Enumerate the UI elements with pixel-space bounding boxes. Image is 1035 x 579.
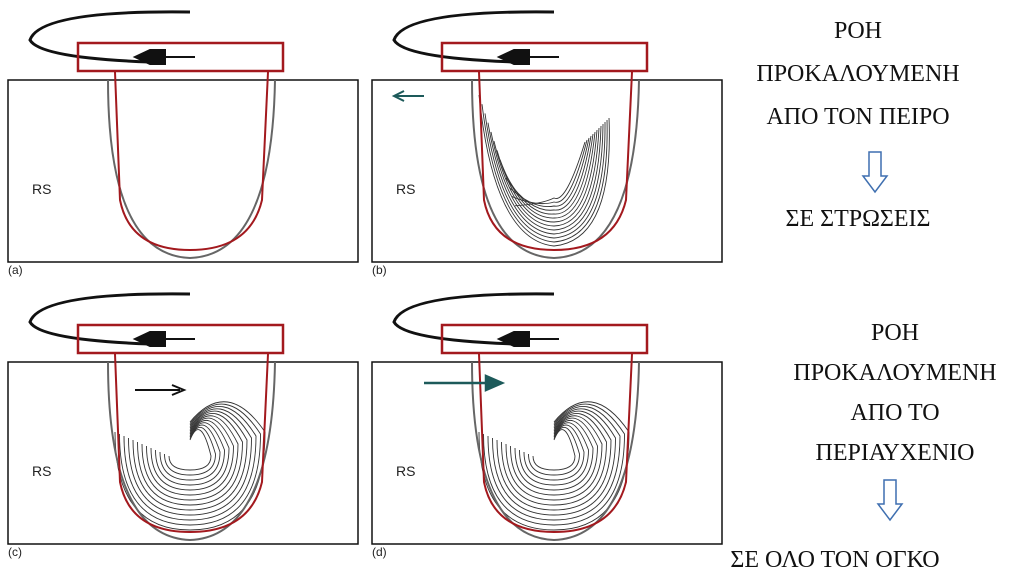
note-line: ΠΕΡΙΑΥΧΕΝΙΟ bbox=[816, 440, 975, 466]
diagram: (a) RS (b) RS (c) RS (d) RS ΡΟΗ ΠΡΟΚΑΛΟΥΜΕΝΗ ΑΠΟ Τ… bbox=[0, 0, 1035, 579]
contour-line bbox=[165, 427, 216, 475]
panel-label: (a) bbox=[8, 263, 23, 277]
note-line: ΑΠΟ ΤΟΝ ΠΕΙΡΟ bbox=[766, 104, 949, 130]
note-line: ΠΡΟΚΑΛΟΥΜΕΝΗ bbox=[756, 61, 959, 87]
note-result: ΣΕ ΟΛΟ ΤΟΝ ΟΓΚΟ bbox=[730, 547, 939, 573]
flow-arrow bbox=[394, 91, 424, 101]
contour-line bbox=[511, 418, 598, 495]
tool-arrow bbox=[135, 50, 195, 64]
workpiece bbox=[8, 80, 358, 262]
contour-line bbox=[120, 404, 261, 525]
region-label: RS bbox=[396, 463, 415, 479]
contour-line bbox=[512, 140, 587, 204]
panel: (b) RS bbox=[372, 12, 722, 277]
note-result: ΣΕ ΣΤΡΩΣΕΙΣ bbox=[785, 206, 930, 232]
region-label: RS bbox=[396, 181, 415, 197]
contour-line bbox=[484, 404, 625, 525]
down-arrow bbox=[878, 480, 902, 520]
workpiece bbox=[372, 362, 722, 544]
panel: (a) RS bbox=[8, 12, 358, 277]
note-line: ΠΡΟΚΑΛΟΥΜΕΝΗ bbox=[793, 360, 996, 386]
panel-label: (c) bbox=[8, 545, 22, 559]
flow-arrow bbox=[135, 385, 184, 395]
contour-line bbox=[169, 430, 211, 470]
panel: (c) RS bbox=[8, 294, 358, 559]
workpiece bbox=[372, 80, 722, 262]
panel-label: (b) bbox=[372, 263, 387, 277]
contour-line bbox=[529, 427, 580, 475]
down-arrow bbox=[863, 152, 887, 192]
tool-arrow bbox=[135, 332, 195, 346]
contour-line bbox=[502, 413, 607, 505]
contour-line bbox=[515, 142, 585, 206]
note-line: ΡΟΗ bbox=[871, 320, 919, 346]
contour-line bbox=[138, 413, 243, 505]
tool-arrow bbox=[499, 50, 559, 64]
flow-arrow bbox=[424, 376, 502, 390]
note-line: ΡΟΗ bbox=[834, 18, 882, 44]
contour-line bbox=[147, 418, 234, 495]
stir-zone-outline bbox=[108, 80, 275, 258]
region-label: RS bbox=[32, 463, 51, 479]
stir-zone-outline bbox=[472, 80, 639, 258]
region-label: RS bbox=[32, 181, 51, 197]
panel-label: (d) bbox=[372, 545, 387, 559]
note-line: ΑΠΟ ΤΟ bbox=[850, 400, 939, 426]
panel: (d) RS bbox=[372, 294, 722, 559]
tool-arrow bbox=[499, 332, 559, 346]
contour-line bbox=[533, 430, 575, 470]
